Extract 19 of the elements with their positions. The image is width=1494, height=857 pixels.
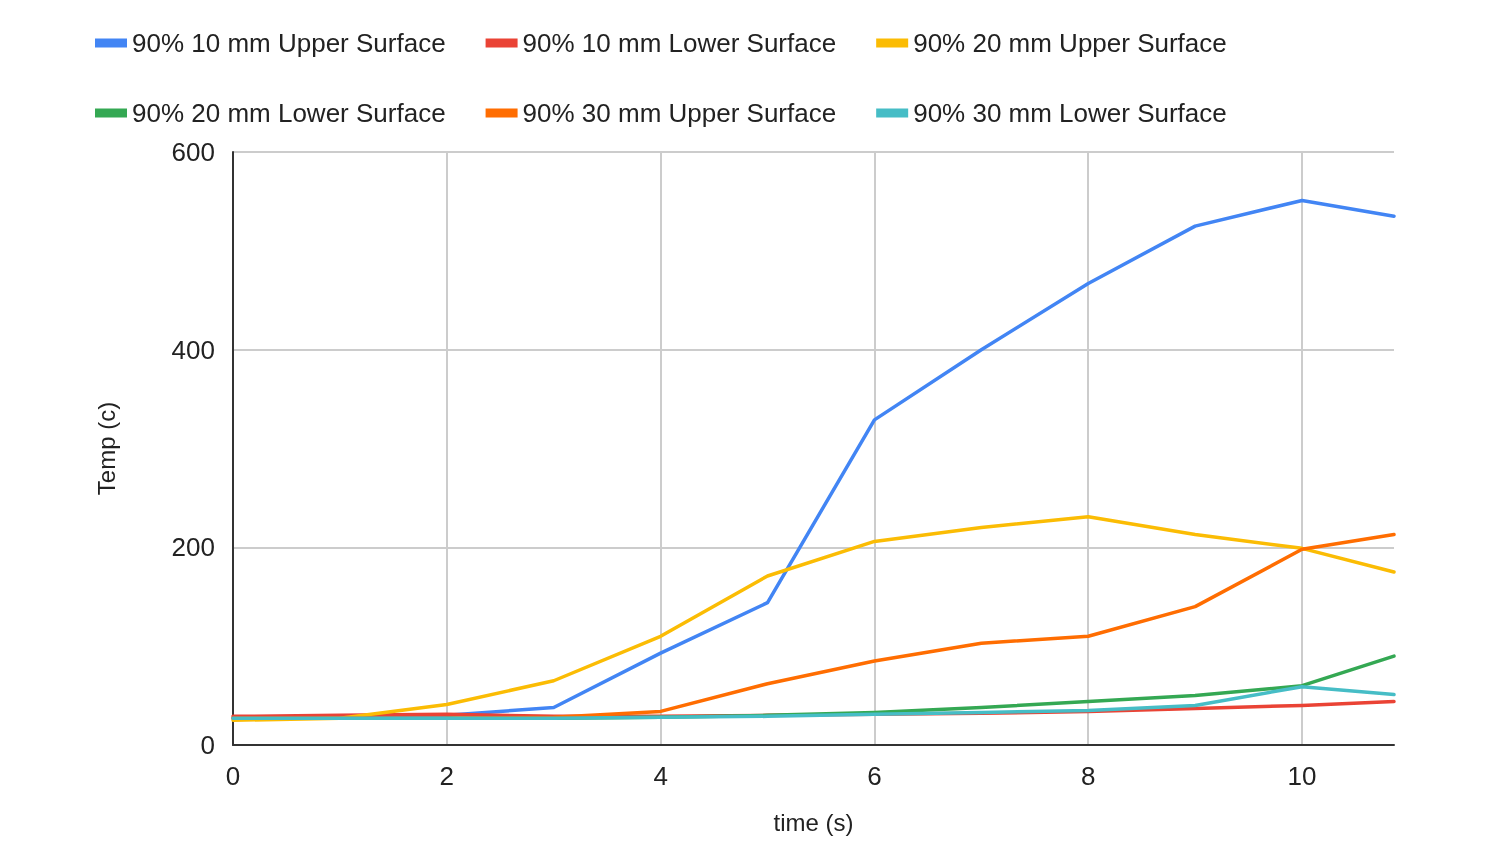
x-tick-label: 0 [225, 761, 241, 791]
y-tick-label: 400 [171, 334, 215, 365]
y-tick-label: 0 [200, 730, 215, 760]
x-tick-label: 8 [1081, 761, 1096, 791]
legend-label: 90% 10 mm Upper Surface [132, 28, 446, 58]
x-tick-label: 10 [1287, 761, 1317, 791]
y-tick-label: 200 [171, 532, 215, 563]
y-tick-label: 600 [171, 137, 215, 167]
x-axis-title: time (s) [773, 808, 854, 836]
x-tick-label: 4 [653, 761, 668, 791]
legend-label: 90% 30 mm Upper Surface [522, 98, 837, 128]
y-axis-title: Temp (c) [92, 401, 120, 496]
legend-label: 90% 30 mm Lower Surface [913, 98, 1227, 128]
x-tick-label: 2 [439, 761, 455, 791]
legend-label: 90% 10 mm Lower Surface [522, 28, 837, 58]
line-series [231, 684, 1396, 721]
x-tick-label: 6 [867, 761, 882, 791]
legend-label: 90% 20 mm Upper Surface [913, 28, 1227, 58]
legend-label: 90% 20 mm Lower Surface [132, 98, 446, 128]
